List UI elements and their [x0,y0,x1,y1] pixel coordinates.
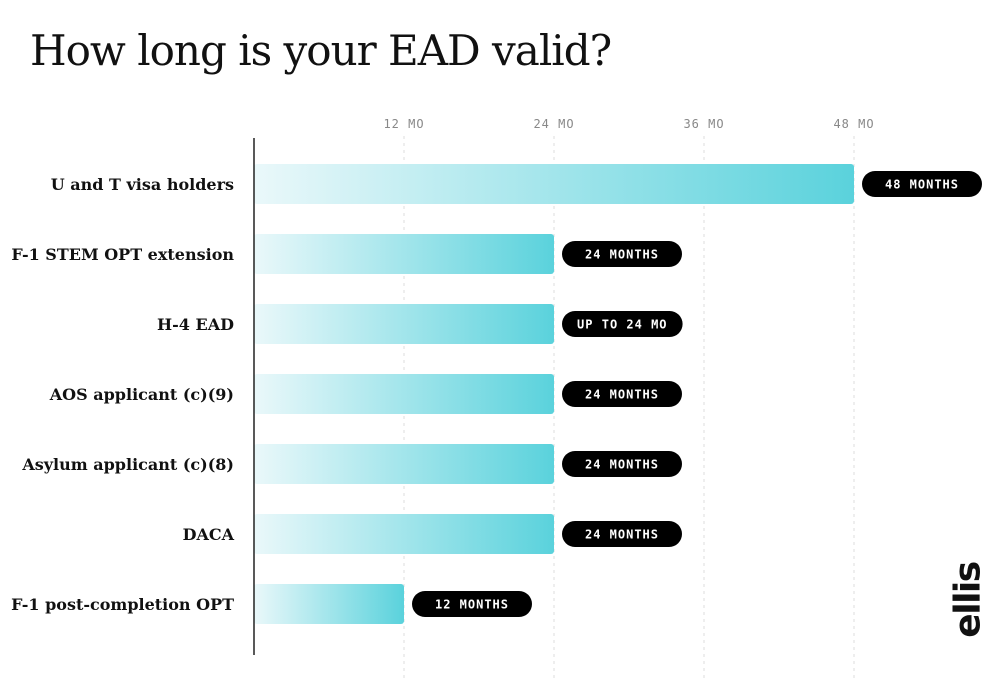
category-label: AOS applicant (c)(9) [49,385,234,404]
bar [254,164,854,204]
ellis-logo: ellis [947,562,989,638]
value-label: 24 MONTHS [585,528,659,542]
value-pill [562,521,682,547]
bar [254,444,554,484]
value-pill [412,591,532,617]
x-tick-label: 48 MO [833,117,874,131]
value-label: 24 MONTHS [585,458,659,472]
value-label: 24 MONTHS [585,248,659,262]
category-label: F-1 post-completion OPT [11,595,234,614]
bar [254,584,404,624]
bar [254,514,554,554]
bar [254,304,554,344]
x-tick-label: 36 MO [683,117,724,131]
value-label: 12 MONTHS [435,598,509,612]
category-label: Asylum applicant (c)(8) [21,455,234,474]
page-title: How long is your EAD valid? [30,26,612,75]
value-label: 24 MONTHS [585,388,659,402]
category-label: U and T visa holders [51,175,234,194]
category-label: F-1 STEM OPT extension [11,245,234,264]
value-pill [862,171,982,197]
x-tick-label: 24 MO [533,117,574,131]
value-label: UP TO 24 MO [577,318,667,332]
value-pill [562,311,683,337]
value-pill [562,241,682,267]
bar [254,374,554,414]
category-label: DACA [183,525,235,544]
x-tick-label: 12 MO [383,117,424,131]
value-pill [562,451,682,477]
value-pill [562,381,682,407]
bar [254,234,554,274]
category-label: H-4 EAD [157,315,234,334]
value-label: 48 MONTHS [885,178,959,192]
